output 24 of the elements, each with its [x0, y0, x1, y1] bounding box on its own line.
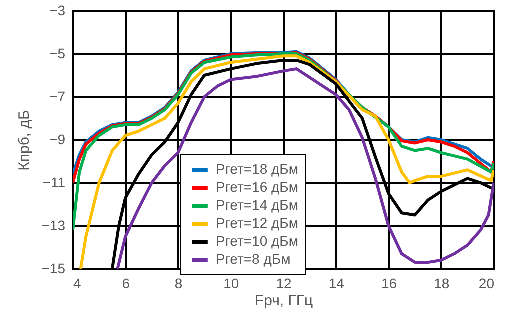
y-tick-label: −9	[50, 132, 66, 148]
y-tick-label: −15	[42, 260, 66, 276]
y-tick-label: −5	[50, 46, 66, 62]
x-tick-label: 12	[276, 276, 292, 292]
y-axis-title: Кпрб, дБ	[16, 110, 33, 171]
legend-label: Pгет=18 дБм	[216, 161, 298, 177]
x-tick-label: 4	[74, 276, 82, 292]
legend-label: Pгет=10 дБм	[216, 233, 298, 249]
legend-label: Pгет=14 дБм	[216, 197, 298, 213]
legend-label: Pгет=8 дБм	[216, 251, 291, 267]
y-tick-label: −11	[42, 174, 66, 190]
legend-label: Pгет=12 дБм	[216, 215, 298, 231]
legend-label: Pгет=16 дБм	[216, 179, 298, 195]
x-tick-label: 14	[328, 276, 345, 292]
x-axis-title: Fрч, ГГц	[254, 292, 314, 310]
x-tick-label: 10	[224, 276, 240, 292]
x-tick-label: 18	[434, 276, 450, 292]
y-tick-label: −3	[50, 2, 66, 18]
x-tick-label: 16	[381, 276, 398, 292]
x-tick-label: 6	[122, 276, 130, 292]
x-tick-label: 20	[478, 276, 495, 292]
y-tick-label: −13	[42, 218, 66, 234]
y-tick-label: −7	[50, 88, 66, 104]
x-tick-label: 8	[174, 276, 183, 292]
